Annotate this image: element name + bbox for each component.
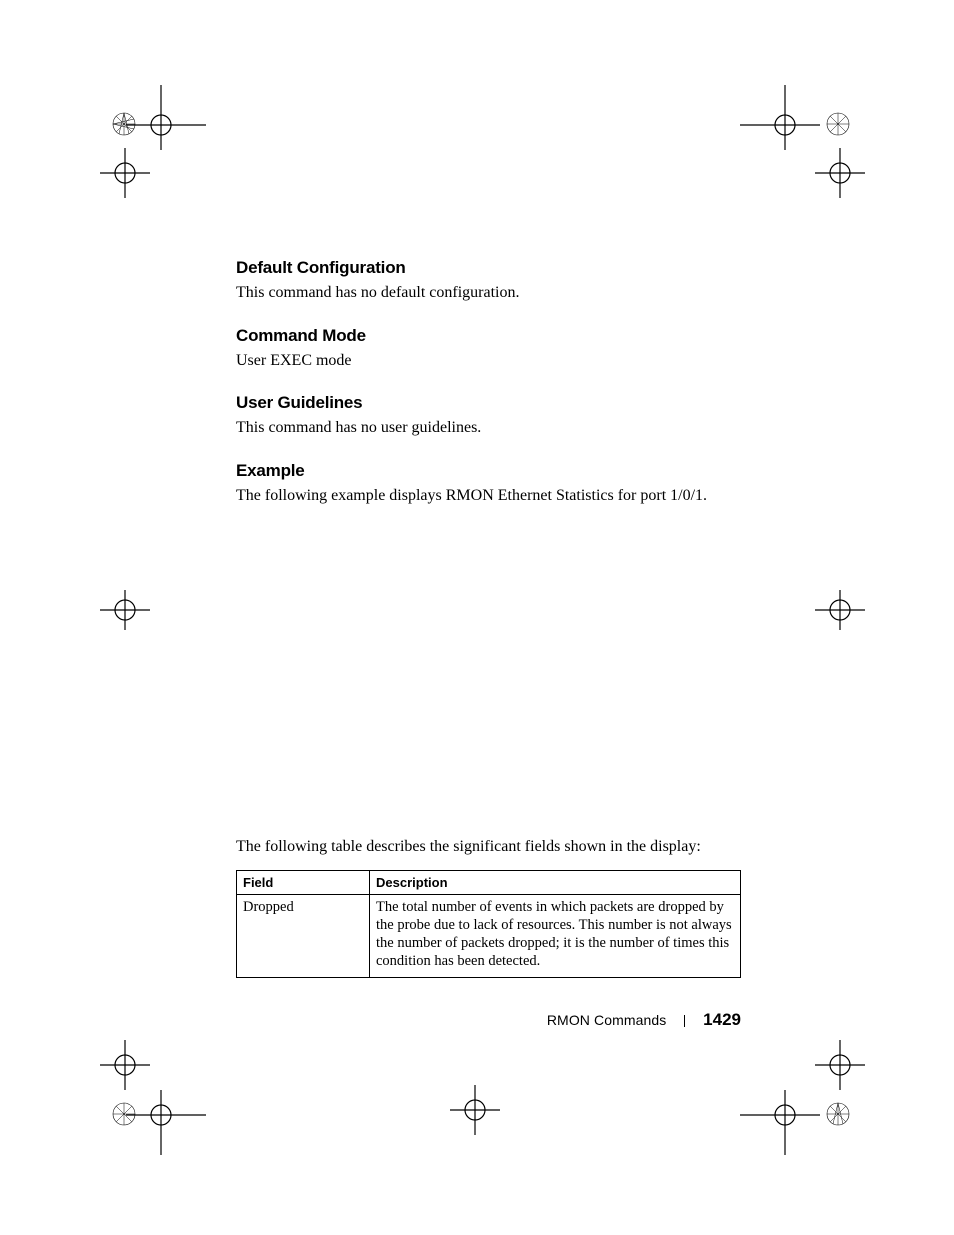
cropmark-tl1: [106, 85, 206, 165]
cropmark-br2: [740, 1075, 860, 1155]
cropmark-tr2: [800, 148, 880, 208]
cropmark-mc: [440, 1085, 520, 1145]
td-field: Dropped: [237, 895, 370, 978]
rosette-bl-icon: [110, 1100, 138, 1128]
heading-example: Example: [236, 461, 741, 481]
heading-command-mode: Command Mode: [236, 326, 741, 346]
fields-table: Field Description Dropped The total numb…: [236, 870, 741, 978]
field-table-block: The following table describes the signif…: [236, 838, 741, 978]
footer-page-number: 1429: [703, 1010, 741, 1029]
table-row: Dropped The total number of events in wh…: [237, 895, 741, 978]
page-content: Default Configuration This command has n…: [236, 258, 741, 528]
cropmark-bl2: [106, 1075, 206, 1155]
td-description: The total number of events in which pack…: [370, 895, 741, 978]
th-description: Description: [370, 871, 741, 895]
heading-user-guidelines: User Guidelines: [236, 393, 741, 413]
heading-default-configuration: Default Configuration: [236, 258, 741, 278]
table-header-row: Field Description: [237, 871, 741, 895]
cropmark-tl2: [95, 148, 175, 208]
cropmark-ml: [95, 590, 175, 640]
cropmark-bl1: [95, 1040, 175, 1100]
footer-separator-icon: [684, 1015, 685, 1027]
text-user-guidelines: This command has no user guidelines.: [236, 417, 741, 439]
cropmark-br1: [800, 1040, 880, 1100]
footer-chapter: RMON Commands: [547, 1012, 667, 1028]
page-footer: RMON Commands 1429: [547, 1010, 741, 1030]
text-default-configuration: This command has no default configuratio…: [236, 282, 741, 304]
rosette-tr-icon: [824, 110, 852, 138]
cropmark-mr: [800, 590, 880, 640]
text-command-mode: User EXEC mode: [236, 350, 741, 372]
rosette-tl-icon: [110, 110, 138, 138]
rosette-br-icon: [824, 1100, 852, 1128]
cropmark-tr1: [740, 85, 860, 165]
th-field: Field: [237, 871, 370, 895]
table-intro-text: The following table describes the signif…: [236, 838, 741, 856]
text-example: The following example displays RMON Ethe…: [236, 485, 741, 507]
